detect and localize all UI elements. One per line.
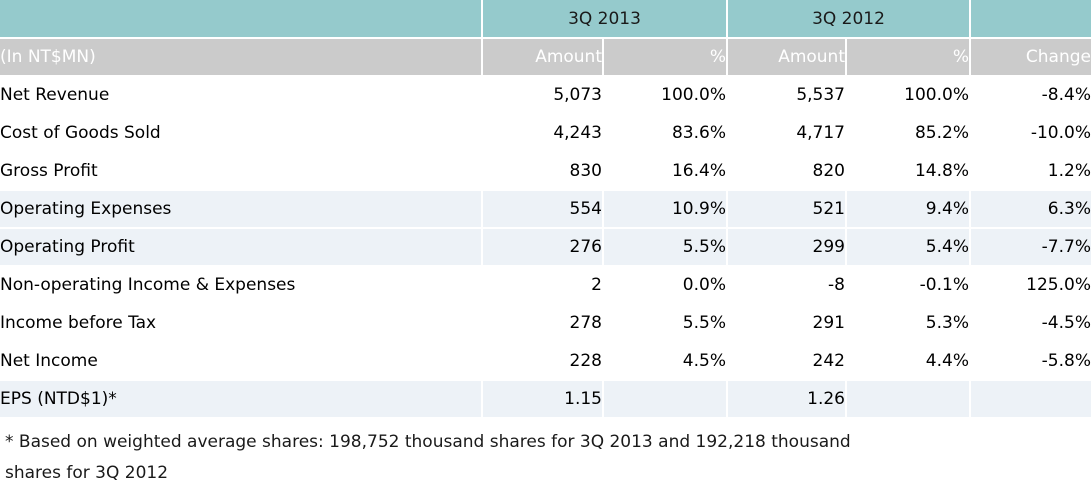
row-label: Net Revenue	[0, 76, 483, 115]
table-row: Cost of Goods Sold 4,243 83.6% 4,717 85.…	[0, 114, 1091, 153]
amount-2013-cell: 5,073	[482, 76, 604, 115]
amount-2012-cell: -8	[727, 266, 847, 305]
column-header-row: (In NT$MN) Amount % Amount % Change	[0, 38, 1091, 77]
change-cell: 1.2%	[970, 152, 1091, 191]
amount-2013-cell: 278	[482, 304, 604, 343]
column-header-change: Change	[970, 38, 1091, 77]
change-cell: -4.5%	[970, 304, 1091, 343]
table-row: Income before Tax 278 5.5% 291 5.3% -4.5…	[0, 304, 1091, 343]
table-row: Operating Expenses 554 10.9% 521 9.4% 6.…	[0, 190, 1091, 229]
amount-2013-cell: 1.15	[482, 380, 604, 419]
row-label: Cost of Goods Sold	[0, 114, 483, 153]
percent-2013-cell: 83.6%	[603, 114, 728, 153]
percent-2012-cell: 9.4%	[846, 190, 971, 229]
percent-2013-cell: 5.5%	[603, 304, 728, 343]
amount-2012-cell: 521	[727, 190, 847, 229]
column-header-amount-2013: Amount	[482, 38, 604, 77]
percent-2012-cell: 4.4%	[846, 342, 971, 381]
quarterly-results-table: 3Q 2013 3Q 2012 (In NT$MN) Amount % Amou…	[0, 0, 1091, 419]
percent-2012-cell: 5.3%	[846, 304, 971, 343]
percent-2012-cell: 85.2%	[846, 114, 971, 153]
percent-2013-cell	[603, 380, 728, 419]
row-label: Income before Tax	[0, 304, 483, 343]
percent-2012-cell: -0.1%	[846, 266, 971, 305]
change-cell: -5.8%	[970, 342, 1091, 381]
amount-2013-cell: 228	[482, 342, 604, 381]
amount-2012-cell: 242	[727, 342, 847, 381]
amount-2012-cell: 1.26	[727, 380, 847, 419]
period-header-3q2012: 3Q 2012	[727, 0, 971, 39]
change-cell: -8.4%	[970, 76, 1091, 115]
table-row: Operating Profit 276 5.5% 299 5.4% -7.7%	[0, 228, 1091, 267]
column-header-percent-2013: %	[603, 38, 728, 77]
percent-2013-cell: 100.0%	[603, 76, 728, 115]
amount-2012-cell: 4,717	[727, 114, 847, 153]
table-row: Non-operating Income & Expenses 2 0.0% -…	[0, 266, 1091, 305]
column-header-amount-2012: Amount	[727, 38, 847, 77]
table-row: EPS (NTD$1)* 1.15 1.26	[0, 380, 1091, 419]
period-header-row: 3Q 2013 3Q 2012	[0, 0, 1091, 39]
amount-2013-cell: 554	[482, 190, 604, 229]
row-label: Gross Profit	[0, 152, 483, 191]
table-row: Gross Profit 830 16.4% 820 14.8% 1.2%	[0, 152, 1091, 191]
percent-2013-cell: 10.9%	[603, 190, 728, 229]
change-cell: -7.7%	[970, 228, 1091, 267]
table-row: Net Income 228 4.5% 242 4.4% -5.8%	[0, 342, 1091, 381]
row-label: EPS (NTD$1)*	[0, 380, 483, 419]
change-cell: 125.0%	[970, 266, 1091, 305]
percent-2013-cell: 0.0%	[603, 266, 728, 305]
percent-2012-cell: 14.8%	[846, 152, 971, 191]
row-label: Non-operating Income & Expenses	[0, 266, 483, 305]
amount-2013-cell: 4,243	[482, 114, 604, 153]
amount-2012-cell: 299	[727, 228, 847, 267]
percent-2013-cell: 16.4%	[603, 152, 728, 191]
percent-2012-cell: 5.4%	[846, 228, 971, 267]
percent-2013-cell: 4.5%	[603, 342, 728, 381]
amount-2012-cell: 5,537	[727, 76, 847, 115]
amount-2013-cell: 830	[482, 152, 604, 191]
header-spacer-cell	[970, 0, 1091, 39]
period-header-3q2013: 3Q 2013	[482, 0, 728, 39]
percent-2012-cell: 100.0%	[846, 76, 971, 115]
column-header-percent-2012: %	[846, 38, 971, 77]
percent-2013-cell: 5.5%	[603, 228, 728, 267]
amount-2013-cell: 276	[482, 228, 604, 267]
change-cell: 6.3%	[970, 190, 1091, 229]
row-label: Operating Expenses	[0, 190, 483, 229]
row-label: Net Income	[0, 342, 483, 381]
header-spacer-cell	[0, 0, 483, 39]
amount-2012-cell: 820	[727, 152, 847, 191]
unit-label: (In NT$MN)	[0, 38, 483, 77]
amount-2013-cell: 2	[482, 266, 604, 305]
change-cell: -10.0%	[970, 114, 1091, 153]
change-cell	[970, 380, 1091, 419]
percent-2012-cell	[846, 380, 971, 419]
amount-2012-cell: 291	[727, 304, 847, 343]
footnote: * Based on weighted average shares: 198,…	[5, 432, 851, 483]
row-label: Operating Profit	[0, 228, 483, 267]
table-row: Net Revenue 5,073 100.0% 5,537 100.0% -8…	[0, 76, 1091, 115]
